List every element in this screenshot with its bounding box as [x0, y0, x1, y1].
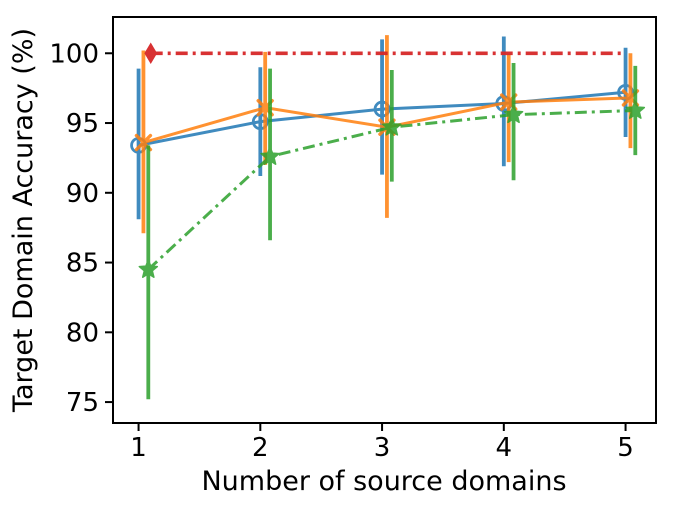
- series-red-reference-dashdot: [144, 42, 626, 65]
- series-blue-circle-solid: [130, 36, 634, 220]
- y-tick-label-90: 90: [66, 179, 99, 209]
- diamond-marker: [144, 42, 158, 65]
- x-tick-label-1: 1: [130, 433, 147, 463]
- star-marker: [260, 146, 280, 165]
- star-marker: [138, 259, 159, 278]
- series-green-star-dashdot: [138, 63, 646, 400]
- x-tick-label-2: 2: [252, 433, 269, 463]
- y-tick-label-100: 100: [49, 39, 99, 69]
- star-marker: [625, 100, 646, 119]
- y-tick-label-75: 75: [66, 388, 99, 418]
- x-tick-label-5: 5: [617, 433, 634, 463]
- star-marker: [382, 116, 402, 136]
- y-axis-label: Target Domain Accuracy (%): [8, 28, 39, 413]
- chart-canvas: 1 2 3 4 5 75 80 85 90 95 100: [49, 16, 657, 463]
- star-marker: [503, 104, 524, 124]
- y-tick-label-95: 95: [66, 109, 99, 139]
- plot-spines: [112, 16, 657, 424]
- x-tick-label-4: 4: [496, 433, 513, 463]
- y-tick-label-85: 85: [66, 249, 99, 279]
- x-tick-label-3: 3: [374, 433, 391, 463]
- x-axis-label: Number of source domains: [201, 466, 566, 497]
- y-tick-label-80: 80: [66, 318, 99, 348]
- line-green-star-dashdot: [147, 109, 636, 271]
- open-circle-marker: [373, 100, 391, 118]
